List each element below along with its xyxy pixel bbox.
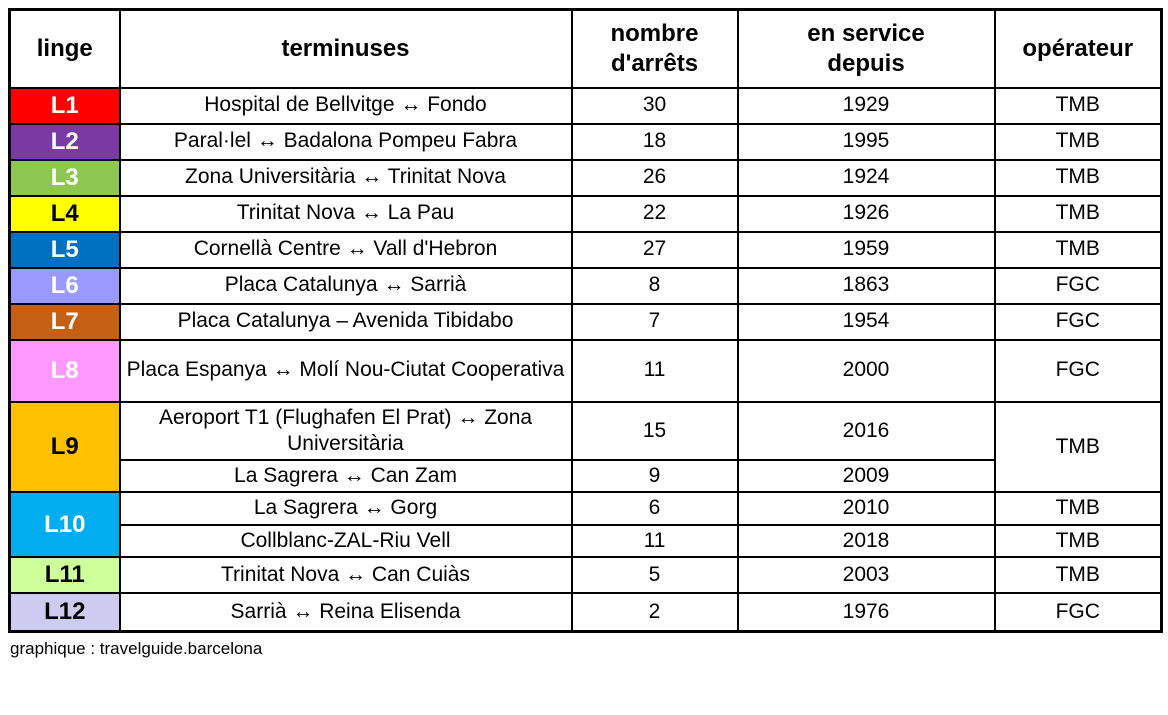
- line-badge-l11: L11: [8, 555, 121, 594]
- table-body: L1 Hospital de Bellvitge ↔ Fondo 30 1929…: [8, 86, 1163, 633]
- line-badge-l5: L5: [8, 230, 121, 269]
- terminuses-cell: La Sagrera ↔ Gorg: [118, 491, 573, 526]
- stops-cell: 7: [570, 302, 739, 341]
- operator-cell: TMB: [993, 555, 1163, 594]
- line-badge-l7: L7: [8, 302, 121, 341]
- terminuses-cell: Trinitat Nova ↔ La Pau: [118, 194, 573, 233]
- since-cell: 1929: [736, 86, 996, 125]
- since-cell: 2003: [736, 555, 996, 594]
- operator-cell: TMB: [993, 86, 1163, 125]
- operator-cell: TMB: [993, 194, 1163, 233]
- table-row-l10-b: Collblanc-ZAL-Riu Vell 11 2018 TMB: [10, 523, 1163, 558]
- stops-cell: 15: [570, 400, 739, 461]
- terminuses-cell: Zona Universitària ↔ Trinitat Nova: [118, 158, 573, 197]
- since-cell: 2018: [736, 523, 996, 558]
- col-header-stops: nombre d'arrêts: [570, 8, 739, 89]
- terminuses-cell: Cornellà Centre ↔ Vall d'Hebron: [118, 230, 573, 269]
- table-header: linge terminuses nombre d'arrêts en serv…: [8, 8, 1163, 89]
- operator-cell: TMB: [993, 158, 1163, 197]
- terminuses-cell: Placa Espanya ↔ Molí Nou-Ciutat Cooperat…: [118, 338, 573, 403]
- stops-cell: 18: [570, 122, 739, 161]
- terminuses-cell: Hospital de Bellvitge ↔ Fondo: [118, 86, 573, 125]
- table-row-l5: L5 Cornellà Centre ↔ Vall d'Hebron 27 19…: [8, 230, 1163, 269]
- terminuses-cell: Placa Catalunya ↔ Sarrià: [118, 266, 573, 305]
- operator-cell: TMB: [993, 122, 1163, 161]
- operator-cell: FGC: [993, 338, 1163, 403]
- stops-cell: 26: [570, 158, 739, 197]
- stops-cell: 2: [570, 591, 739, 633]
- since-cell: 2016: [736, 400, 996, 461]
- table-row-l3: L3 Zona Universitària ↔ Trinitat Nova 26…: [8, 158, 1163, 197]
- line-badge-l12: L12: [8, 591, 121, 633]
- stops-cell: 9: [570, 458, 739, 494]
- table-row-l10-a: L10 La Sagrera ↔ Gorg 6 2010 TMB: [8, 491, 1163, 558]
- terminuses-cell: Collblanc-ZAL-Riu Vell: [118, 523, 573, 558]
- stops-cell: 8: [570, 266, 739, 305]
- col-header-line: linge: [8, 8, 121, 89]
- table-row-l11: L11 Trinitat Nova ↔ Can Cuiàs 5 2003 TMB: [8, 555, 1163, 594]
- table-row-l12: L12 Sarrià ↔ Reina Elisenda 2 1976 FGC: [8, 591, 1163, 633]
- table-row-l1: L1 Hospital de Bellvitge ↔ Fondo 30 1929…: [8, 86, 1163, 125]
- operator-cell: FGC: [993, 591, 1163, 633]
- stops-cell: 6: [570, 491, 739, 526]
- terminuses-cell: Aeroport T1 (Flughafen El Prat) ↔ Zona U…: [118, 400, 573, 461]
- stops-cell: 5: [570, 555, 739, 594]
- since-cell: 1959: [736, 230, 996, 269]
- source-credit: graphique : travelguide.barcelona: [10, 639, 263, 659]
- col-header-stops-label: nombre d'arrêts: [610, 19, 699, 77]
- stops-cell: 27: [570, 230, 739, 269]
- col-header-since: en service depuis: [736, 8, 996, 89]
- table-row-l8: L8 Placa Espanya ↔ Molí Nou-Ciutat Coope…: [8, 338, 1163, 403]
- operator-cell: TMB: [993, 230, 1163, 269]
- line-badge-l6: L6: [8, 266, 121, 305]
- operator-cell: FGC: [993, 266, 1163, 305]
- line-badge-l2: L2: [8, 122, 121, 161]
- table-row-l2: L2 Paral·lel ↔ Badalona Pompeu Fabra 18 …: [8, 122, 1163, 161]
- col-header-since-label: en service depuis: [807, 19, 925, 77]
- table-row-l7: L7 Placa Catalunya – Avenida Tibidabo 7 …: [8, 302, 1163, 341]
- operator-cell: TMB: [993, 491, 1163, 526]
- terminuses-cell: Paral·lel ↔ Badalona Pompeu Fabra: [118, 122, 573, 161]
- operator-cell: TMB: [993, 523, 1163, 558]
- table-row-l9-b: La Sagrera ↔ Can Zam 9 2009: [10, 458, 1162, 494]
- terminuses-cell: Trinitat Nova ↔ Can Cuiàs: [118, 555, 573, 594]
- line-badge-l10: L10: [8, 491, 121, 558]
- since-cell: 2000: [736, 338, 996, 403]
- stops-cell: 30: [570, 86, 739, 125]
- since-cell: 2009: [736, 458, 996, 494]
- since-cell: 1995: [736, 122, 996, 161]
- col-header-terminuses: terminuses: [118, 8, 573, 89]
- table-row-l6: L6 Placa Catalunya ↔ Sarrià 8 1863 FGC: [8, 266, 1163, 305]
- line-badge-l1: L1: [8, 86, 121, 125]
- page: linge terminuses nombre d'arrêts en serv…: [8, 8, 1163, 659]
- terminuses-cell: Placa Catalunya – Avenida Tibidabo: [118, 302, 573, 341]
- table-row-l9-a: L9 Aeroport T1 (Flughafen El Prat) ↔ Zon…: [8, 400, 1163, 494]
- operator-cell: FGC: [993, 302, 1163, 341]
- line-badge-l3: L3: [8, 158, 121, 197]
- terminuses-cell: La Sagrera ↔ Can Zam: [118, 458, 573, 494]
- line-badge-l4: L4: [8, 194, 121, 233]
- since-cell: 1926: [736, 194, 996, 233]
- since-cell: 1863: [736, 266, 996, 305]
- since-cell: 1976: [736, 591, 996, 633]
- col-header-operator: opérateur: [993, 8, 1163, 89]
- metro-lines-table: linge terminuses nombre d'arrêts en serv…: [8, 8, 1163, 634]
- since-cell: 2010: [736, 491, 996, 526]
- since-cell: 1924: [736, 158, 996, 197]
- header-row: linge terminuses nombre d'arrêts en serv…: [8, 8, 1163, 89]
- operator-cell-merged: TMB: [993, 400, 1163, 494]
- line-badge-l9: L9: [8, 400, 121, 494]
- terminuses-cell: Sarrià ↔ Reina Elisenda: [118, 591, 573, 633]
- stops-cell: 11: [570, 523, 739, 558]
- table-row-l4: L4 Trinitat Nova ↔ La Pau 22 1926 TMB: [8, 194, 1163, 233]
- stops-cell: 22: [570, 194, 739, 233]
- since-cell: 1954: [736, 302, 996, 341]
- line-badge-l8: L8: [8, 338, 121, 403]
- stops-cell: 11: [570, 338, 739, 403]
